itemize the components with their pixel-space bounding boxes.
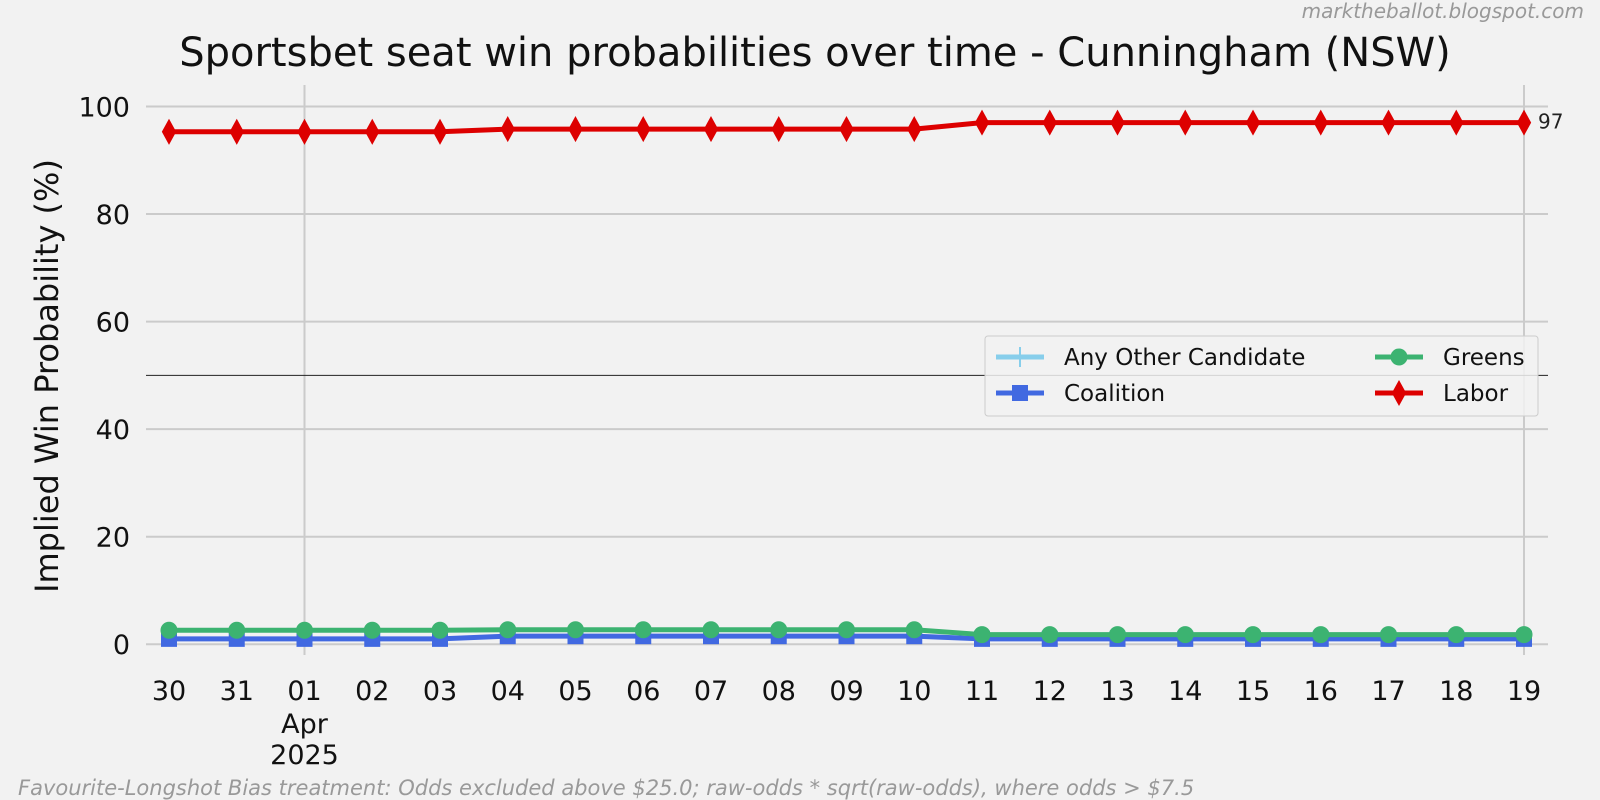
legend-item: Any Other Candidate [996,345,1305,371]
x-tick-label: 15 [1236,676,1270,707]
data-point [1245,109,1261,136]
data-point [1010,347,1030,367]
legend-item: Labor [1375,379,1509,407]
y-tick-label: 60 [96,308,130,339]
data-point [907,116,922,143]
x-tick-label: 13 [1100,676,1134,707]
x-tick-label: 07 [694,676,728,707]
data-point [1109,626,1126,644]
end-value-label: 97 [1538,110,1563,134]
data-point [297,118,312,145]
data-point [1176,626,1194,644]
y-tick-label: 40 [96,415,130,446]
footnote: Favourite-Longshot Bias treatment: Odds … [18,776,1194,800]
data-point [1447,626,1465,644]
data-point [905,621,923,639]
legend-label: Greens [1443,345,1525,371]
x-tick-label: 03 [423,676,457,707]
x-tick-label: 09 [829,676,863,707]
legend: Any Other Candidate Coalition Greens Labor [984,335,1539,417]
data-point [771,116,786,143]
data-point [363,621,381,639]
legend-item: Greens [1375,345,1525,371]
data-point [838,621,855,639]
x-tick-label: 19 [1507,676,1541,707]
y-tick-label: 0 [113,630,130,661]
data-point [1391,379,1407,407]
data-point [1042,109,1057,136]
data-point [1515,626,1533,644]
data-point [229,118,244,145]
data-point [1312,626,1330,644]
data-point [1449,109,1464,136]
x-tick-label: 10 [897,676,931,707]
data-point [1244,626,1262,644]
data-point [1110,109,1125,136]
x-tick-label: 06 [626,676,660,707]
watermark: marktheballot.blogspot.com [1302,0,1584,23]
x-tick-sublabel: 2025 [270,740,339,771]
y-tick-label: 100 [78,93,130,124]
data-point [770,621,788,639]
x-tick-label: 18 [1439,676,1473,707]
series-labor [161,109,1532,145]
data-point [228,621,246,639]
x-tick-label: 02 [355,676,389,707]
data-point [636,116,651,143]
legend-label: Coalition [1064,381,1165,407]
data-point [634,621,652,639]
chart-title: Sportsbet seat win probabilities over ti… [179,30,1451,76]
legend-label: Labor [1443,381,1509,407]
data-point [432,118,448,145]
legend-item: Coalition [996,381,1165,407]
legend-label: Any Other Candidate [1064,345,1305,371]
data-point [296,621,313,639]
data-point [1390,348,1408,366]
data-point [1178,109,1193,136]
data-point [1313,109,1328,136]
series-greens [160,621,1533,644]
x-tick-label: 01 [287,676,321,707]
data-point [499,621,517,639]
x-tick-label: 14 [1168,676,1202,707]
data-point [160,621,178,639]
x-tick-label: 08 [762,676,796,707]
x-tick-label: 04 [491,676,525,707]
data-point [431,621,449,639]
x-tick-label: 11 [965,676,999,707]
x-tick-label: 12 [1033,676,1067,707]
y-tick-label: 20 [96,523,130,554]
data-point [1381,109,1396,136]
data-point [1012,385,1028,401]
x-tick-label: 17 [1371,676,1405,707]
x-tick-sublabel: Apr [281,709,329,740]
x-tick-label: 05 [558,676,592,707]
x-tick-label: 16 [1304,676,1338,707]
data-point [973,626,991,644]
x-tick-label: 30 [152,676,186,707]
data-point [839,116,854,143]
y-axis-label: Implied Win Probability (%) [28,159,66,593]
series: 97 [160,109,1563,647]
data-point [1516,109,1532,136]
data-point [365,118,380,145]
data-point [702,621,720,639]
data-point [567,621,584,639]
data-point [500,116,515,143]
data-point [568,116,583,143]
data-point [161,118,177,145]
data-point [703,116,719,143]
x-tick-label: 31 [220,676,254,707]
data-point [974,109,990,136]
data-point [1041,626,1059,644]
y-tick-label: 80 [96,200,130,231]
data-point [1380,626,1397,644]
